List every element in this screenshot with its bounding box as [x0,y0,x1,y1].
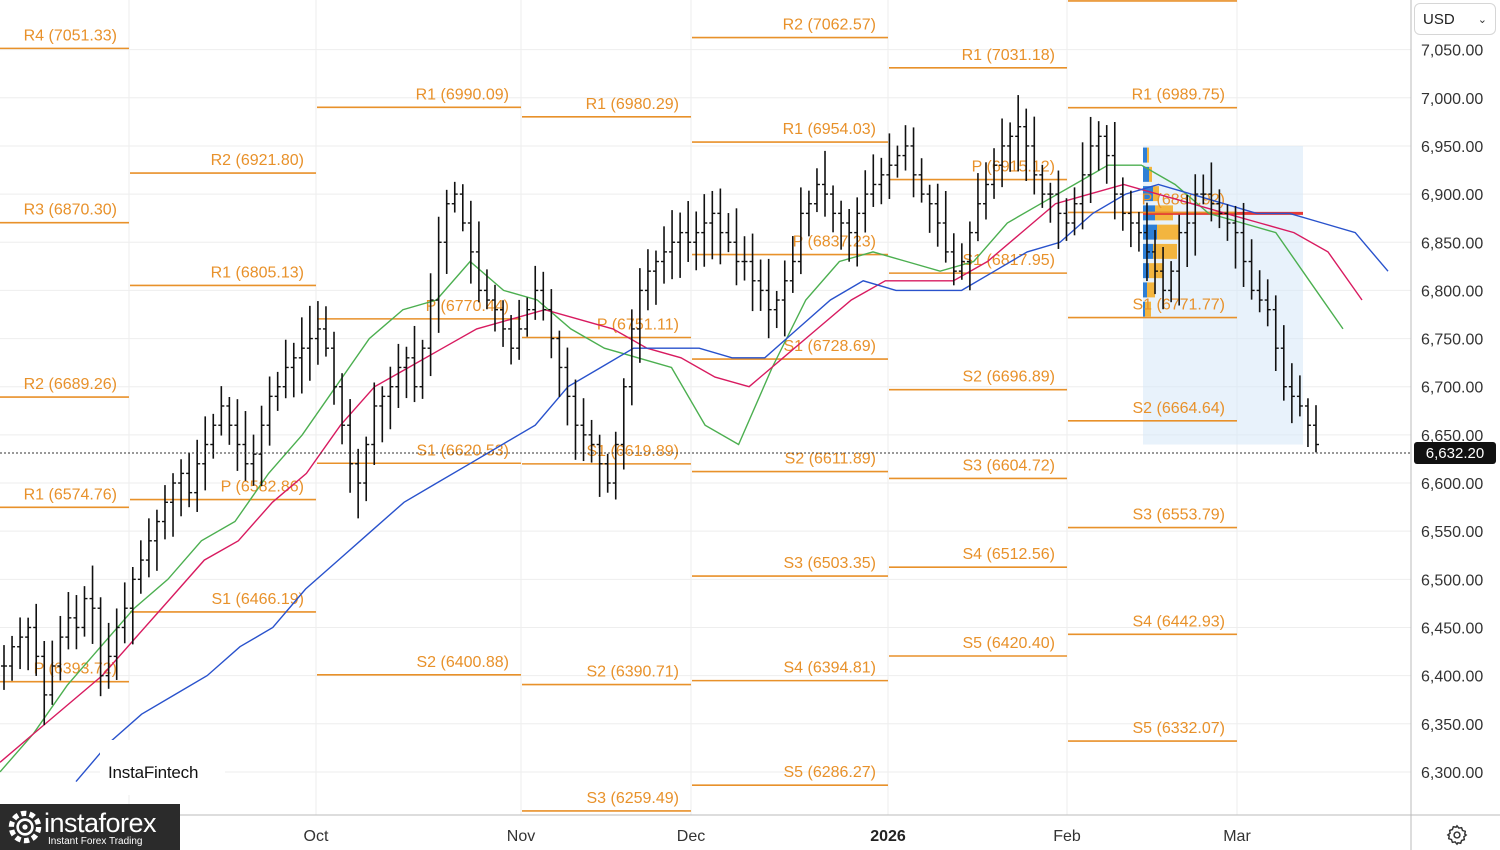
pivot-label: S2 (6400.88) [416,654,509,671]
price-tick-label: 6,500.00 [1421,572,1483,589]
pivot-label: R1 (6989.75) [1132,87,1225,104]
price-tick-label: 6,550.00 [1421,524,1483,541]
pivot-label: S1 (6728.69) [783,338,876,355]
time-tick-label: 2026 [870,828,906,845]
volume-profile [1143,145,1303,445]
price-tick-label: 6,950.00 [1421,139,1483,156]
pivot-label: R1 (6980.29) [586,96,679,113]
pivot-label: P (6582.86) [221,479,304,496]
pivot-label: R1 (6990.09) [416,86,509,103]
pivot-label: S4 (6442.93) [1132,613,1225,630]
time-tick-label: Feb [1053,828,1081,845]
volume-bar-sell [1153,243,1177,259]
brand-logo: instaforex Instant Forex Trading [0,804,180,850]
pivot-label: S3 (6503.35) [783,555,876,572]
volume-bar-sell [1149,166,1152,182]
price-tick-label: 6,400.00 [1421,669,1483,686]
moving-averages [0,164,1389,783]
ema-slow-line [75,183,1389,783]
price-tick-label: 6,350.00 [1421,717,1483,734]
pivot-label: P (6393.72) [34,661,117,678]
volume-bar-buy [1143,186,1153,202]
volume-bar-buy [1143,282,1147,298]
pivot-label: R1 (7031.18) [962,47,1055,64]
pivot-label: S3 (6553.79) [1132,507,1225,524]
volume-bar-buy [1143,166,1149,182]
pivot-label: S2 (6696.89) [962,369,1055,386]
time-tick-label: Nov [507,828,535,845]
pivot-label: P (6770.44) [426,298,509,315]
time-tick-label: Dec [677,828,705,845]
pivot-label: P (6751.11) [597,316,679,333]
pivot-label: S1 (6817.95) [962,252,1055,269]
pivot-label: R1 (6954.03) [783,121,876,138]
brand-tagline: Instant Forex Trading [48,836,143,847]
volume-bar-sell [1145,301,1151,317]
pivot-label: P (6837.23) [793,234,876,251]
pivot-label: S1 (6619.89) [586,443,679,460]
currency-dropdown[interactable]: USD ⌄ [1414,3,1496,35]
ema-fast-line [0,164,1344,773]
brand-name: instaforex [44,808,157,838]
pivot-label: S1 (6466.19) [211,591,304,608]
price-tick-label: 6,900.00 [1421,187,1483,204]
pivot-label: R2 (7062.57) [783,17,876,34]
time-tick-label: Mar [1223,828,1251,845]
price-tick-label: 6,800.00 [1421,283,1483,300]
volume-bar-buy [1143,147,1147,163]
pivot-label: S2 (6664.64) [1132,400,1225,417]
volume-bar-sell [1147,282,1155,298]
pivot-label: S5 (6420.40) [962,635,1055,652]
price-axis: 6,300.00 6,350.00 6,400.00 6,450.00 6,500.00… [1421,43,1483,782]
pivot-label: S3 (6259.49) [586,790,679,807]
pivot-levels: R4 (7051.33) R3 (6870.30) R2 (6689.26) R1 (… [0,0,1237,812]
ema-mid-line [0,183,1363,763]
pivot-label: R4 (7051.33) [24,27,117,44]
watermark-box [100,740,225,795]
volume-bar-buy [1143,301,1145,317]
time-axis: Oct Nov Dec 2026 Feb Mar [304,828,1252,845]
chevron-down-icon: ⌄ [1477,13,1487,26]
pivot-label: S2 (6390.71) [586,664,679,681]
volume-bar-sell [1157,224,1179,240]
price-tick-label: 7,000.00 [1421,91,1483,108]
pivot-label: S3 (6604.72) [962,457,1055,474]
time-tick-label: Oct [304,828,329,845]
pivot-label: S2 (6611.89) [785,451,876,468]
pivot-label: S1 (6620.53) [416,442,509,459]
pivot-label: R2 (6689.26) [24,376,117,393]
watermark: InstaFintech [108,763,199,782]
pivot-label: S5 (6286.27) [783,764,876,781]
price-tick-label: 6,750.00 [1421,332,1483,349]
pivot-label: S4 (6394.81) [783,660,876,677]
volume-profile-area [1143,145,1303,445]
pivot-label: R2 (6921.80) [211,152,304,169]
volume-bar-sell [1147,147,1149,163]
volume-bar-buy [1143,263,1149,279]
pivot-label: R3 (6870.30) [24,202,117,219]
settings-button[interactable] [1444,822,1470,848]
price-tick-label: 6,850.00 [1421,235,1483,252]
price-tick-label: 6,600.00 [1421,476,1483,493]
price-tick-label: 6,450.00 [1421,620,1483,637]
pivot-label: S5 (6332.07) [1132,720,1225,737]
last-price-badge: 6,632.20 [1414,442,1496,464]
ohlc-bars [1,95,1319,726]
price-tick-label: 6,650.00 [1421,428,1483,445]
price-tick-label: 6,300.00 [1421,765,1483,782]
pivot-label: R1 (6805.13) [211,264,304,281]
gear-logo-icon [8,810,42,844]
pivot-label: R1 (6574.76) [24,486,117,503]
settings-icon [1446,824,1468,846]
price-tick-label: 7,050.00 [1421,43,1483,60]
price-tick-label: 6,700.00 [1421,380,1483,397]
currency-label: USD [1423,10,1455,28]
pivot-label: S4 (6512.56) [962,546,1055,563]
